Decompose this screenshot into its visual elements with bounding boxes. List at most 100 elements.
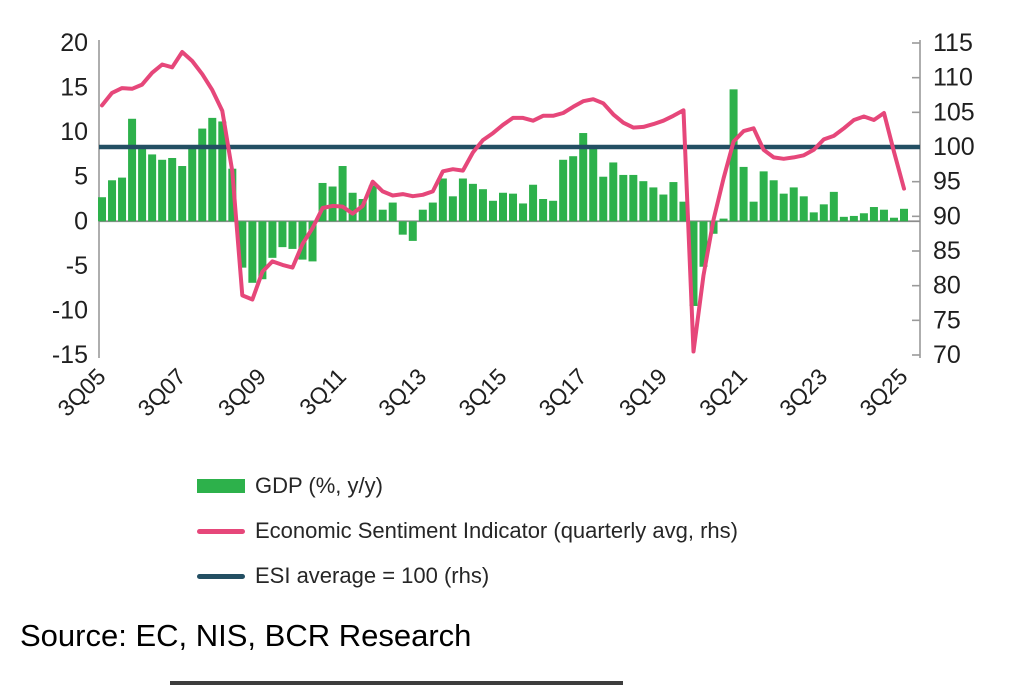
- gdp-bar: [659, 194, 668, 222]
- left-axis-tick-label: -10: [52, 296, 88, 324]
- right-axis-tick-label: 80: [933, 272, 961, 300]
- chart-legend: GDP (%, y/y) Economic Sentiment Indicato…: [197, 473, 738, 609]
- x-axis-tick-label: 3Q19: [614, 363, 672, 421]
- svg-text:3Q09: 3Q09: [213, 363, 271, 421]
- legend-item-esi: Economic Sentiment Indicator (quarterly …: [197, 518, 738, 543]
- gdp-bar: [529, 184, 538, 222]
- gdp-bar: [468, 183, 477, 222]
- gdp-bar: [679, 201, 688, 222]
- left-axis-tick-label: -15: [52, 341, 88, 369]
- right-axis-tick-label: 85: [933, 237, 961, 265]
- svg-text:3Q17: 3Q17: [534, 363, 592, 421]
- x-axis-tick-label: 3Q17: [534, 363, 592, 421]
- x-axis-tick-label: 3Q07: [133, 363, 191, 421]
- left-axis-labels: 20 15 10 5 0 -5 -10 -15: [52, 29, 88, 369]
- left-axis-tick-label: 5: [74, 163, 88, 191]
- right-axis-tick-label: 75: [933, 306, 961, 334]
- gdp-bar: [499, 192, 507, 222]
- right-axis-labels: 115 110 105 100 95 90 85 80 75 70: [912, 29, 975, 369]
- x-axis-tick-label: 3Q25: [854, 363, 912, 421]
- right-axis-tick-label: 90: [933, 202, 961, 230]
- gdp-bar: [348, 192, 357, 222]
- gdp-bar: [809, 212, 818, 222]
- gdp-bar: [208, 117, 217, 222]
- x-axis-tick-label: 3Q05: [52, 363, 110, 421]
- gdp-bar: [418, 209, 427, 222]
- gdp-bar: [739, 166, 748, 222]
- left-axis-tick-label: 10: [60, 118, 88, 146]
- gdp-bar: [438, 178, 447, 222]
- gdp-bars: [98, 89, 908, 306]
- gdp-bar: [258, 221, 267, 280]
- gdp-bar: [689, 221, 698, 306]
- gdp-bar: [388, 202, 397, 222]
- source-text: Source: EC, NIS, BCR Research: [20, 618, 472, 653]
- chart-canvas: 20151050-5-10-15115110105100959085807570…: [52, 29, 975, 421]
- chart-area: 20 15 10 5 0 -5 -10 -15 115 110 105 100 95 90 85 80 75 70…: [52, 29, 975, 421]
- gdp-bar: [649, 187, 658, 222]
- right-axis-tick-label: 100: [933, 133, 975, 161]
- gdp-bar: [869, 207, 878, 222]
- gdp-bar: [458, 178, 467, 222]
- gdp-bar: [779, 193, 788, 222]
- gdp-bar: [478, 189, 487, 222]
- svg-text:3Q19: 3Q19: [614, 363, 672, 421]
- x-axis-tick-label: 3Q11: [294, 363, 351, 420]
- gdp-bar: [98, 197, 106, 222]
- gdp-bar: [609, 162, 618, 222]
- right-axis-tick-label: 110: [933, 64, 973, 92]
- svg-text:3Q07: 3Q07: [133, 363, 191, 421]
- gdp-bar: [178, 166, 187, 222]
- gdp-bar: [599, 176, 608, 222]
- gdp-bar: [629, 174, 638, 222]
- gdp-bar: [168, 157, 177, 222]
- gdp-bar: [539, 199, 548, 222]
- gdp-bar: [789, 187, 798, 222]
- esi-average-swatch-icon: [197, 573, 245, 579]
- gdp-bar: [859, 213, 868, 222]
- x-axis-tick-label: 3Q13: [373, 363, 431, 421]
- left-axis-tick-label: -5: [66, 252, 88, 280]
- legend-label-esi-average: ESI average = 100 (rhs): [255, 563, 490, 588]
- gdp-bar: [589, 146, 598, 222]
- legend-item-esi-average: ESI average = 100 (rhs): [197, 563, 738, 588]
- gdp-bar: [819, 204, 828, 222]
- gdp-bar: [719, 218, 728, 222]
- gdp-bar: [549, 200, 558, 222]
- gdp-bar: [378, 209, 387, 222]
- right-axis-tick-label: 105: [933, 98, 975, 126]
- cropped-bottom-strip: [170, 681, 623, 685]
- gdp-bar: [448, 196, 457, 222]
- gdp-bar: [729, 89, 738, 222]
- gdp-bar: [559, 159, 568, 222]
- gdp-bar: [900, 208, 908, 222]
- gdp-bar: [579, 133, 588, 222]
- svg-text:3Q21: 3Q21: [694, 363, 752, 421]
- gdp-bar: [699, 221, 708, 267]
- gdp-bar: [108, 180, 117, 222]
- gdp-bar: [769, 180, 778, 222]
- gdp-bar: [509, 193, 518, 222]
- gdp-bar: [148, 154, 157, 222]
- gdp-bar: [849, 215, 858, 222]
- gdp-bar: [428, 202, 437, 222]
- legend-item-gdp: GDP (%, y/y): [197, 473, 738, 498]
- gdp-bar: [759, 171, 768, 222]
- right-axis-tick-label: 95: [933, 168, 961, 196]
- gdp-bar: [368, 185, 377, 222]
- gdp-bar: [839, 216, 848, 222]
- gdp-bar: [639, 181, 648, 222]
- gdp-bar: [188, 148, 197, 222]
- svg-text:3Q25: 3Q25: [854, 363, 912, 421]
- svg-text:3Q23: 3Q23: [774, 363, 832, 421]
- gdp-bar: [799, 196, 808, 222]
- legend-label-gdp: GDP (%, y/y): [255, 473, 383, 498]
- esi-line: [100, 50, 906, 354]
- left-axis-tick-label: 15: [60, 74, 88, 102]
- svg-text:3Q11: 3Q11: [294, 363, 351, 420]
- gdp-bar: [128, 118, 137, 222]
- gdp-bar: [198, 128, 207, 222]
- gdp-bar: [408, 221, 417, 241]
- x-axis-tick-label: 3Q09: [213, 363, 271, 421]
- gdp-bar: [619, 174, 628, 222]
